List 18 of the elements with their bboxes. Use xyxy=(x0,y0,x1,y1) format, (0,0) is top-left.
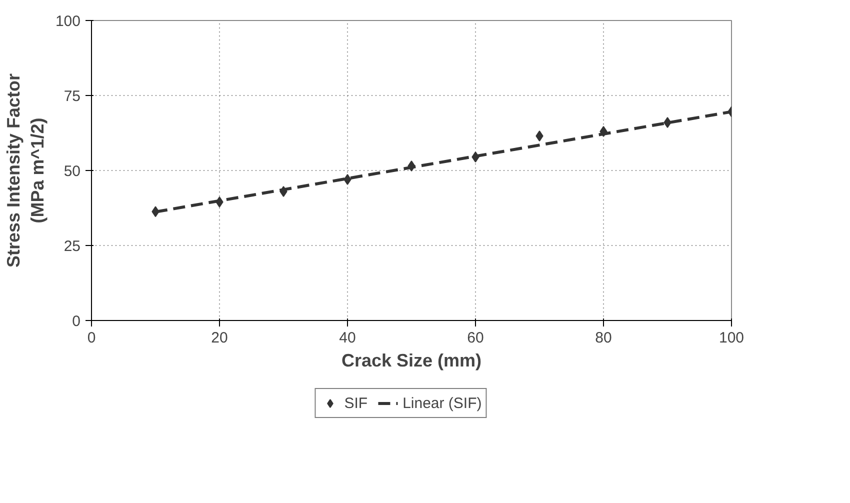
point xyxy=(664,117,672,128)
y-tick-label: 25 xyxy=(64,238,81,255)
point xyxy=(536,130,544,142)
x-tick-label: 40 xyxy=(339,330,356,346)
x-tick-label: 80 xyxy=(595,330,612,346)
x-axis-title: Crack Size (mm) xyxy=(341,350,482,370)
y-axis-title: Stress Intensity Factor (MPa m^1/2) xyxy=(3,73,48,268)
legend-label: SIF xyxy=(344,394,368,412)
x-tick-label: 0 xyxy=(87,330,96,346)
y-tick-label: 50 xyxy=(64,163,81,180)
x-tick-label: 100 xyxy=(718,330,744,346)
x-tick-label: 20 xyxy=(211,330,228,346)
x-tick-label: 60 xyxy=(467,330,484,346)
point xyxy=(344,174,352,185)
y-tick-label: 0 xyxy=(72,313,80,330)
legend-label: Linear (SIF) xyxy=(402,394,482,412)
y-tick-label: 75 xyxy=(64,88,81,105)
y-tick-label: 100 xyxy=(55,13,81,30)
